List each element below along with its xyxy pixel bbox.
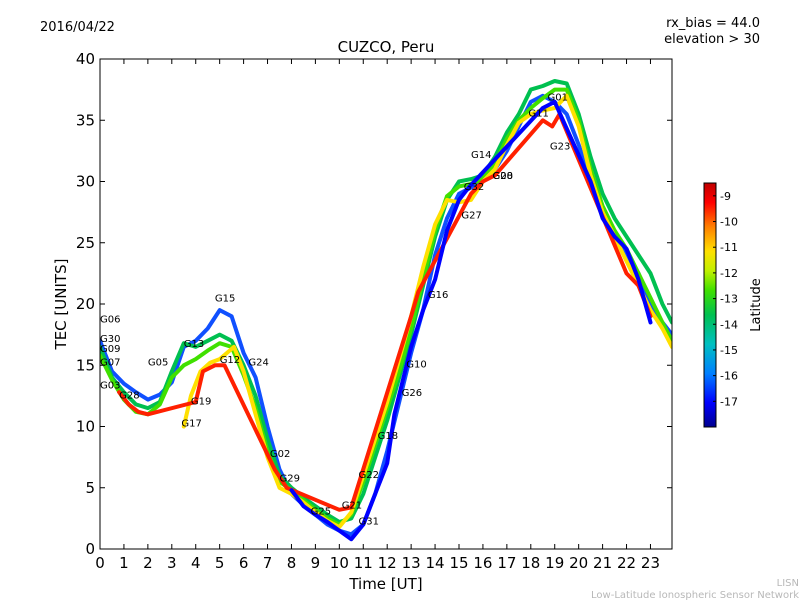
sat-label-g21: G21	[342, 501, 362, 512]
sat-label-g16: G16	[428, 290, 448, 301]
sat-label-g24: G24	[248, 357, 268, 368]
sat-label-g06: G06	[100, 314, 120, 325]
colorbar-tick-label: -14	[720, 318, 738, 331]
x-tick-label: 21	[593, 554, 612, 572]
x-tick-label: 0	[95, 554, 105, 572]
sat-label-g27: G27	[461, 210, 481, 221]
y-tick-label: 15	[76, 356, 95, 374]
sat-label-g17: G17	[181, 419, 201, 430]
x-tick-label: 22	[617, 554, 636, 572]
sat-label-g25: G25	[311, 507, 331, 518]
x-tick-label: 13	[402, 554, 421, 572]
tec-series-4	[117, 112, 653, 512]
colorbar-tick-label: -11	[720, 241, 738, 254]
sat-label-g30: G30	[100, 334, 120, 345]
x-tick-label: 14	[426, 554, 445, 572]
x-tick-label: 20	[569, 554, 588, 572]
x-tick-label: 18	[521, 554, 540, 572]
sat-label-g08: G08	[493, 171, 513, 182]
x-tick-label: 4	[191, 554, 201, 572]
x-tick-label: 17	[497, 554, 516, 572]
y-tick-label: 0	[85, 540, 95, 558]
y-tick-label: 30	[76, 173, 95, 191]
x-tick-label: 1	[119, 554, 129, 572]
sat-label-g02: G02	[270, 449, 290, 460]
x-tick-label: 23	[641, 554, 660, 572]
sat-label-g05: G05	[148, 357, 168, 368]
x-tick-label: 19	[545, 554, 564, 572]
x-tick-label: 5	[215, 554, 225, 572]
y-tick-label: 35	[76, 111, 95, 129]
footer-network: Low-Latitude Ionospheric Sensor Network	[591, 590, 799, 600]
tec-series-1	[100, 79, 672, 524]
sat-label-g20: G20	[493, 171, 513, 182]
tec-series-3	[181, 93, 672, 529]
axis-layer: 0 1 2 3 4 5 6 7 8 9 10 11 12 13 14 15 16 17 18 19 20 21 22 2305…	[76, 50, 672, 572]
x-axis-label: Time [UT]	[348, 575, 422, 593]
colorbar-tick-label: -10	[720, 216, 738, 229]
sat-label-g22: G22	[359, 470, 379, 481]
sat-label-g29: G29	[280, 474, 300, 485]
footer-lisn: LISN	[777, 578, 799, 589]
y-tick-label: 5	[85, 479, 95, 497]
x-tick-label: 6	[239, 554, 249, 572]
x-tick-label: 7	[263, 554, 273, 572]
tec-series-5	[289, 99, 653, 542]
colorbar-tick-label: -16	[720, 370, 738, 383]
sat-label-g28: G28	[119, 390, 139, 401]
x-tick-label: 16	[473, 554, 492, 572]
chart-title: CUZCO, Peru	[338, 38, 435, 56]
colorbar-tick-label: -13	[720, 293, 738, 306]
x-tick-label: 3	[167, 554, 177, 572]
x-tick-label: 11	[354, 554, 373, 572]
x-tick-label: 2	[143, 554, 153, 572]
sat-label-g18: G18	[378, 431, 398, 442]
y-axis-label: TEC [UNITS]	[52, 259, 70, 351]
x-tick-label: 9	[311, 554, 321, 572]
colorbar-ticks: -9 -10 -11 -12 -13 -14 -15 -16 -17	[713, 190, 738, 408]
date-label: 2016/04/22	[40, 20, 115, 35]
plot-frame	[99, 58, 673, 550]
sat-label-g12: G12	[220, 355, 240, 366]
series-layer	[100, 79, 672, 542]
sat-label-g14: G14	[471, 150, 491, 161]
x-tick-label: 8	[287, 554, 297, 572]
sat-label-g15: G15	[215, 294, 235, 305]
sat-label-g11: G11	[528, 109, 548, 120]
sat-label-g32: G32	[464, 182, 484, 193]
sat-label-g26: G26	[402, 388, 422, 399]
y-tick-label: 40	[76, 50, 95, 68]
rx-bias-label: rx_bias = 44.0	[666, 16, 760, 31]
sat-label-g31: G31	[359, 517, 379, 528]
y-tick-label: 20	[76, 295, 95, 313]
colorbar	[703, 182, 717, 428]
y-tick-label: 10	[76, 418, 95, 436]
sat-label-g10: G10	[406, 360, 426, 371]
x-tick-label: 12	[378, 554, 397, 572]
x-tick-label: 10	[330, 554, 349, 572]
y-tick-label: 25	[76, 234, 95, 252]
colorbar-tick-label: -15	[720, 344, 738, 357]
sat-label-g13: G13	[184, 339, 204, 350]
sat-label-g07: G07	[100, 357, 120, 368]
colorbar-tick-label: -9	[720, 190, 731, 203]
colorbar-label: Latitude	[749, 278, 764, 332]
elevation-label: elevation > 30	[664, 32, 760, 47]
sat-label-g23: G23	[550, 142, 570, 153]
sat-label-g19: G19	[191, 396, 211, 407]
colorbar-tick-label: -12	[720, 267, 738, 280]
sat-label-g01: G01	[548, 93, 568, 104]
sat-label-g03: G03	[100, 381, 120, 392]
sat-label-g09: G09	[100, 344, 120, 355]
colorbar-tick-label: -17	[720, 395, 738, 408]
x-tick-label: 15	[449, 554, 468, 572]
